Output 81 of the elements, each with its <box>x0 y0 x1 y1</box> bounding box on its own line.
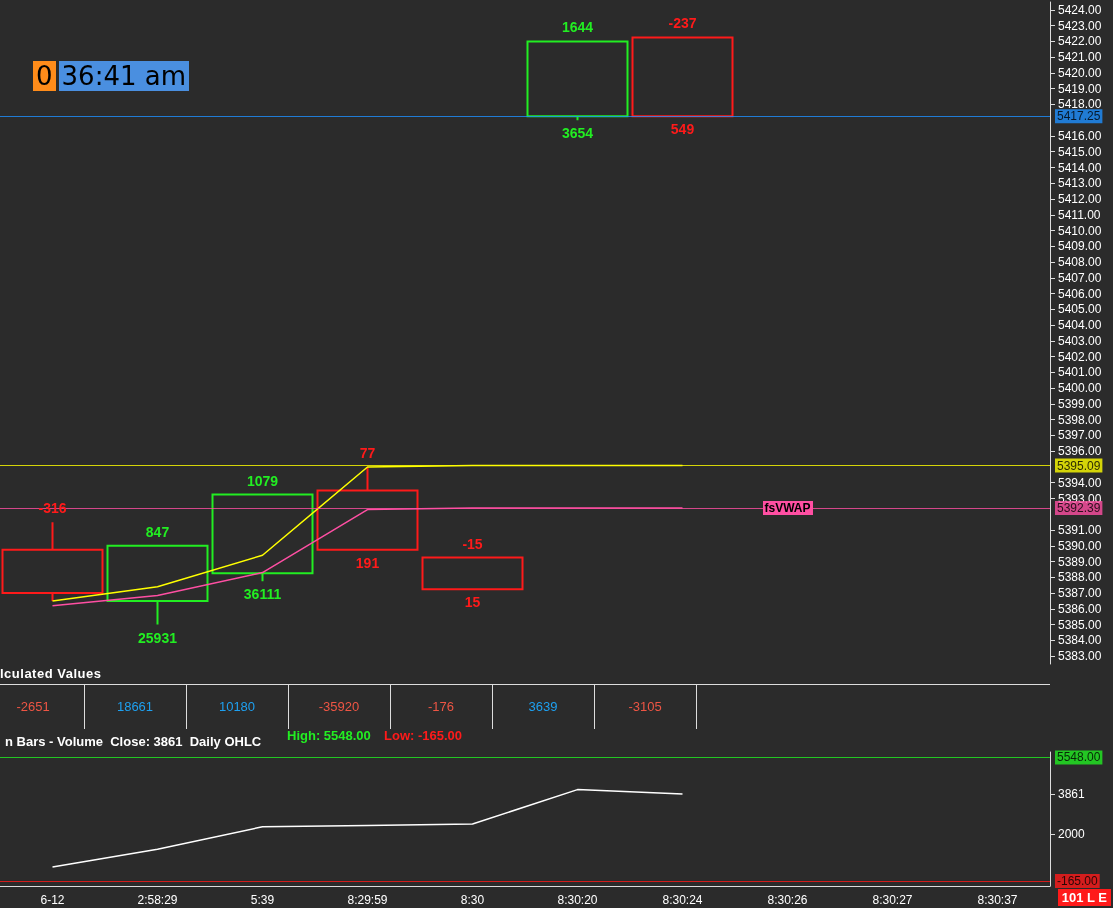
y-tick-label: 5396.00 <box>1058 444 1102 459</box>
x-tick-label: 8:30:26 <box>767 893 808 907</box>
ref-line-label: 5548.00 <box>1057 750 1101 765</box>
y-tick-label: 5403.00 <box>1058 333 1102 348</box>
annotation: fsVWAP <box>762 501 813 516</box>
y-tick-label: 5414.00 <box>1058 160 1102 175</box>
y-tick-label: 5411.00 <box>1058 207 1101 222</box>
y-tick-label: 5410.00 <box>1058 223 1102 238</box>
data-label: 10180 <box>186 685 289 729</box>
y-tick-label: 5416.00 <box>1058 128 1102 143</box>
x-tick-label: 8:29:59 <box>347 893 388 907</box>
x-tick-label: 5:39 <box>250 893 275 907</box>
text: 101 L E <box>1057 889 1111 906</box>
annotation: 15 <box>464 594 481 611</box>
y-tick-label: 5401.00 <box>1058 365 1102 380</box>
text: lculated Values <box>0 666 106 681</box>
text: High: 5548.00 <box>287 728 371 743</box>
annotation: -15 <box>462 535 483 552</box>
y-tick-label: 5418.00 <box>1058 97 1102 112</box>
data-label: -35920 <box>288 685 391 729</box>
x-tick-label: 6-12 <box>40 893 65 907</box>
y-tick-label: 5420.00 <box>1058 65 1102 80</box>
annotation: 847 <box>145 523 170 540</box>
annotation: 36:41 am <box>58 61 189 91</box>
y-tick-label: 5402.00 <box>1058 349 1102 364</box>
y-tick-label: 5384.00 <box>1058 633 1102 648</box>
y-tick-label: 5421.00 <box>1058 50 1102 65</box>
data-label: 3639 <box>492 685 595 729</box>
annotation: 1079 <box>246 472 279 489</box>
y-tick-label: 5423.00 <box>1058 18 1102 33</box>
y-tick-label: 3861 <box>1058 786 1086 801</box>
annotation: 3654 <box>561 125 594 142</box>
ref-line-label: 5395.09 <box>1057 458 1101 473</box>
y-tick-label: 5419.00 <box>1058 81 1102 96</box>
x-tick-label: 8:30 <box>460 893 485 907</box>
y-tick-label: 2000 <box>1058 827 1086 842</box>
y-tick-label: 5397.00 <box>1058 428 1102 443</box>
data-label: 18661 <box>84 685 187 729</box>
annotation: -237 <box>668 15 697 32</box>
y-tick-label: 5412.00 <box>1058 192 1102 207</box>
text: Low: -165.00 <box>384 728 463 743</box>
data-label: -176 <box>390 685 493 729</box>
y-tick-label: 5389.00 <box>1058 554 1102 569</box>
y-tick-label: 5383.00 <box>1058 649 1102 664</box>
annotation: 36111 <box>243 586 282 603</box>
y-tick-label: 5404.00 <box>1058 318 1102 333</box>
y-tick-label: 5398.00 <box>1058 412 1102 427</box>
y-tick-label: 5407.00 <box>1058 270 1102 285</box>
chart-title: n Bars - Volume Close: 3861 Daily OHLC <box>5 734 262 749</box>
x-tick-label: 8:30:20 <box>557 893 598 907</box>
y-tick-label: 5400.00 <box>1058 381 1102 396</box>
annotation: 25931 <box>138 629 177 646</box>
y-tick-label: 5386.00 <box>1058 601 1102 616</box>
y-tick-label: 5409.00 <box>1058 239 1102 254</box>
y-tick-label: 5388.00 <box>1058 570 1102 585</box>
y-tick-label: 5406.00 <box>1058 286 1102 301</box>
y-tick-label: 5391.00 <box>1058 523 1102 538</box>
ref-line-label: -165.00 <box>1057 873 1099 888</box>
x-tick-label: 8:30:37 <box>977 893 1018 907</box>
annotation: 549 <box>670 121 695 138</box>
x-tick-label: 8:30:27 <box>872 893 913 907</box>
annotation: 191 <box>355 554 380 571</box>
y-tick-label: 5390.00 <box>1058 538 1102 553</box>
y-tick-label: 5385.00 <box>1058 617 1102 632</box>
y-tick-label: 5405.00 <box>1058 302 1102 317</box>
annotation: 77 <box>359 444 376 461</box>
data-label: -2651 <box>0 685 85 729</box>
y-tick-label: 5424.00 <box>1058 2 1102 17</box>
x-tick-label: 2:58:29 <box>137 893 178 907</box>
y-tick-label: 5413.00 <box>1058 176 1102 191</box>
data-label: -3105 <box>594 685 697 729</box>
y-tick-label: 5408.00 <box>1058 255 1102 270</box>
ref-line-label: 5417.25 <box>1057 109 1101 124</box>
y-tick-label: 5394.00 <box>1058 475 1102 490</box>
annotation: 1644 <box>561 19 594 36</box>
annotation: 0 <box>33 61 56 91</box>
y-tick-label: 5387.00 <box>1058 586 1102 601</box>
y-tick-label: 5422.00 <box>1058 34 1102 49</box>
x-tick-label: 8:30:24 <box>662 893 703 907</box>
y-tick-label: 5415.00 <box>1058 144 1102 159</box>
y-tick-label: 5399.00 <box>1058 396 1102 411</box>
